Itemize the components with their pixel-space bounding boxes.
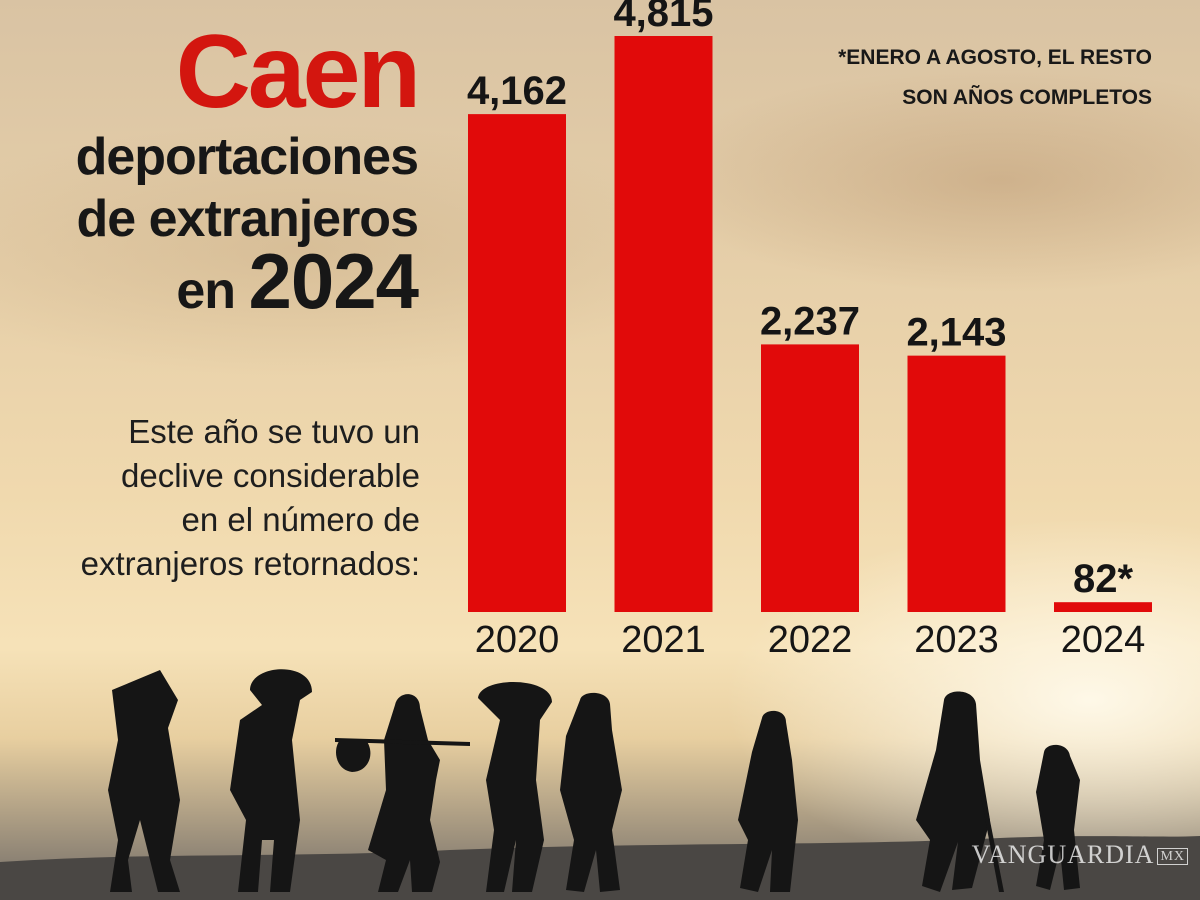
silhouette-cane — [980, 790, 1004, 892]
logo-name: VANGUARDIA — [971, 840, 1155, 869]
migrant-silhouettes — [0, 669, 1200, 900]
silhouette-pole — [335, 738, 470, 746]
subtitle-line-4: extranjeros retornados: — [80, 545, 420, 582]
bar-2023 — [907, 355, 1006, 612]
headline-line-4-prefix: en — [176, 262, 236, 320]
footnote-line-1: *ENERO A AGOSTO, EL RESTO — [838, 46, 1152, 69]
value-labels-group: 4,162 4,815 2,237 2,143 82* — [467, 0, 1134, 601]
headline-line-2: deportaciones — [75, 128, 419, 186]
category-label-2023: 2023 — [914, 619, 999, 661]
headline-highlight: Caen — [175, 14, 421, 130]
value-label-2023: 2,143 — [906, 311, 1006, 355]
silhouette-person-2 — [230, 669, 312, 892]
headline-line-3: de extranjeros — [76, 190, 420, 248]
subtitle-line-1: Este año se tuvo un — [128, 413, 420, 450]
value-label-2024: 82* — [1073, 557, 1133, 601]
silhouette-person-4 — [478, 681, 552, 892]
subtitle-line-3: en el número de — [181, 501, 421, 538]
bar-2020 — [468, 114, 566, 612]
subtitle: Este año se tuvo un declive considerable… — [0, 410, 420, 586]
category-label-2021: 2021 — [621, 619, 706, 661]
vanguardia-logo: VANGUARDIA MX — [972, 840, 1188, 870]
value-label-2020: 4,162 — [467, 69, 567, 113]
footnote: *ENERO A AGOSTO, EL RESTO SON AÑOS COMPL… — [838, 38, 1152, 118]
silhouette-person-6 — [738, 710, 798, 892]
silhouette-person-7 — [916, 691, 990, 892]
category-label-2020: 2020 — [475, 619, 560, 661]
headline-line-4: en 2024 — [76, 242, 419, 322]
silhouette-child — [1036, 744, 1080, 890]
bar-2022 — [761, 344, 859, 612]
headline-year: 2024 — [248, 237, 419, 325]
footnote-line-2: SON AÑOS COMPLETOS — [902, 86, 1152, 109]
bar-2021 — [614, 36, 713, 612]
category-label-2024: 2024 — [1061, 619, 1146, 661]
silhouette-person-1 — [108, 670, 180, 892]
silhouette-person-5 — [560, 692, 622, 892]
silhouette-bundle — [336, 740, 371, 772]
headline: Caen deportaciones de extranjeros en 202… — [75, 14, 421, 322]
category-label-2022: 2022 — [768, 619, 853, 661]
bar-2024 — [1054, 602, 1152, 612]
bars-group — [468, 36, 1152, 612]
logo-suffix: MX — [1157, 848, 1188, 866]
subtitle-line-2: declive considerable — [120, 457, 420, 494]
category-labels-group: 2020 2021 2022 2023 2024 — [475, 619, 1146, 661]
value-label-2021: 4,815 — [613, 0, 713, 35]
value-label-2022: 2,237 — [760, 299, 860, 343]
